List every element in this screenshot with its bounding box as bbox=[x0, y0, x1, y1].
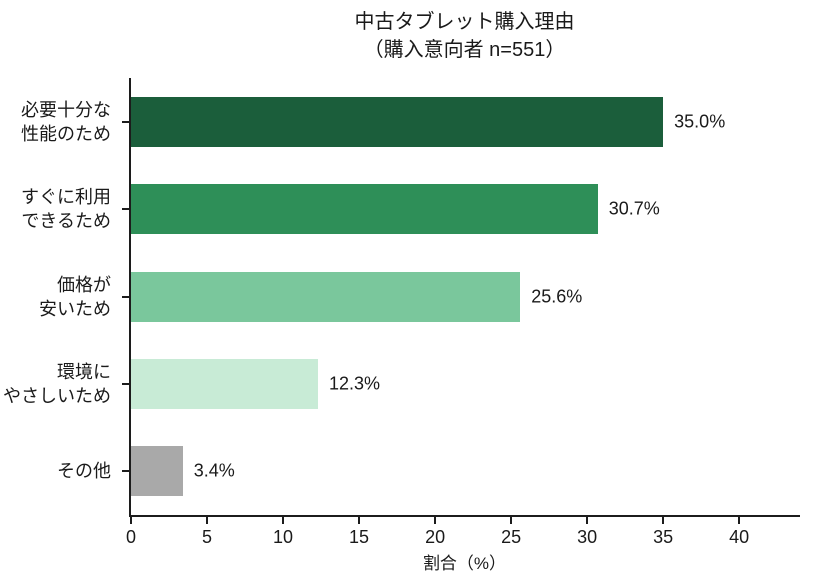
x-tick-label: 30 bbox=[577, 527, 598, 547]
plot-area: 35.0% 30.7% 25.6% 12.3% 3.4% 0 5 10 15 20 25 30 35 40 bbox=[122, 78, 800, 547]
chart-title-line1: 中古タブレット購入理由 bbox=[354, 11, 575, 33]
x-tick-label: 0 bbox=[125, 527, 137, 547]
x-tick bbox=[358, 515, 361, 524]
category-label: 必要十分な 性能のため bbox=[21, 99, 111, 144]
x-tick-label: 35 bbox=[653, 527, 674, 547]
bar-value-label: 3.4% bbox=[193, 460, 235, 481]
x-axis-label: 割合（%） bbox=[422, 554, 507, 573]
category-label: その他 bbox=[57, 461, 111, 482]
bar bbox=[131, 184, 598, 235]
bar-value-label: 30.7% bbox=[608, 198, 660, 219]
chart-title: 中古タブレット購入理由 （購入意向者 n=551） bbox=[129, 8, 800, 64]
bar bbox=[131, 446, 183, 497]
x-tick-label: 15 bbox=[349, 527, 370, 547]
x-tick bbox=[586, 515, 589, 524]
x-tick-label: 40 bbox=[729, 527, 750, 547]
bar bbox=[131, 358, 319, 409]
x-tick-label: 5 bbox=[202, 527, 213, 547]
bar-value-label: 12.3% bbox=[329, 373, 381, 394]
y-tick bbox=[122, 295, 129, 298]
bar-value-label: 25.6% bbox=[531, 286, 583, 306]
category-label: 環境に やさしいため bbox=[3, 361, 111, 406]
chart-title-line2: （購入意向者 n=551） bbox=[363, 39, 566, 61]
x-tick-label: 20 bbox=[425, 527, 446, 547]
y-tick bbox=[122, 208, 129, 211]
bar bbox=[131, 271, 521, 322]
x-tick bbox=[738, 515, 741, 524]
x-tick bbox=[510, 515, 513, 524]
y-tick bbox=[122, 382, 129, 385]
bar bbox=[131, 96, 664, 147]
category-label: すぐに利用 できるため bbox=[21, 187, 111, 232]
y-tick bbox=[122, 470, 129, 473]
y-tick bbox=[122, 120, 129, 123]
x-tick bbox=[662, 515, 665, 524]
category-axis: 必要十分な 性能のため すぐに利用 できるため価格が 安いため環境に やさしいため… bbox=[0, 78, 121, 515]
category-label: 価格が 安いため bbox=[39, 274, 111, 319]
x-tick bbox=[206, 515, 209, 524]
bar-value-label: 35.0% bbox=[674, 111, 726, 132]
x-tick bbox=[282, 515, 285, 524]
x-tick-label: 25 bbox=[501, 527, 522, 547]
x-tick bbox=[130, 515, 132, 524]
x-tick bbox=[434, 515, 437, 524]
x-tick-label: 10 bbox=[273, 527, 294, 547]
